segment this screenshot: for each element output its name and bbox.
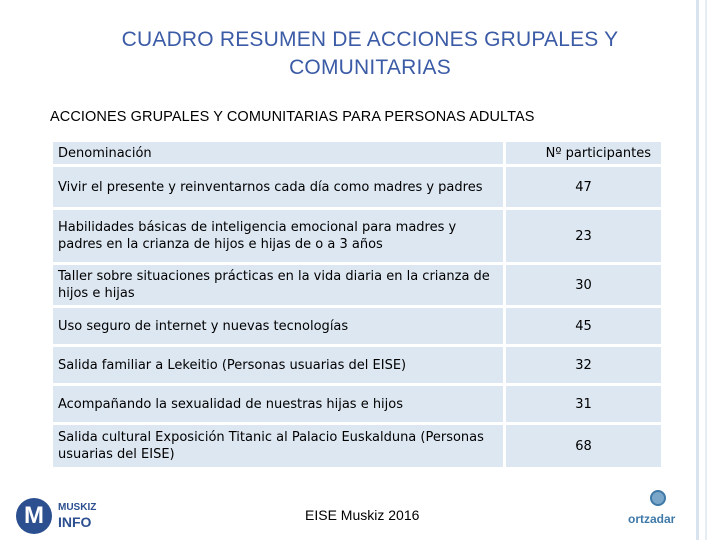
row-name: Habilidades básicas de inteligencia emoc… (53, 210, 503, 262)
row-count: 23 (506, 210, 661, 262)
row-count: 32 (506, 347, 661, 383)
row-count: 47 (506, 167, 661, 207)
table-row: Salida cultural Exposición Titanic al Pa… (53, 425, 661, 467)
table-row: Acompañando la sexualidad de nuestras hi… (53, 386, 661, 422)
table-row: Salida familiar a Lekeitio (Personas usu… (53, 347, 661, 383)
row-name: Uso seguro de internet y nuevas tecnolog… (53, 308, 503, 344)
ortzadar-logo: ortzadar (628, 490, 690, 536)
ortzadar-word: ortzadar (628, 512, 676, 526)
table-row: Uso seguro de internet y nuevas tecnolog… (53, 308, 661, 344)
logo-line1: MUSKIZ (58, 502, 97, 513)
footer-text: EISE Muskiz 2016 (305, 507, 420, 523)
row-count: 31 (506, 386, 661, 422)
globe-icon (650, 490, 666, 506)
row-name: Acompañando la sexualidad de nuestras hi… (53, 386, 503, 422)
section-subtitle: ACCIONES GRUPALES Y COMUNITARIAS PARA PE… (50, 109, 535, 125)
summary-table: Denominación Nº participantes Vivir el p… (50, 139, 664, 470)
table-row: Vivir el presente y reinventarnos cada d… (53, 167, 661, 207)
row-count: 45 (506, 308, 661, 344)
muskiz-info-logo: M MUSKIZ INFO (16, 496, 126, 536)
logo-letter: M (24, 502, 44, 529)
table-row: Habilidades básicas de inteligencia emoc… (53, 210, 661, 262)
header-participantes: Nº participantes (506, 142, 661, 164)
row-count: 30 (506, 265, 661, 305)
row-name: Vivir el presente y reinventarnos cada d… (53, 167, 503, 207)
right-edge-bar (696, 0, 720, 540)
row-name: Salida cultural Exposición Titanic al Pa… (53, 425, 503, 467)
row-name: Salida familiar a Lekeitio (Personas usu… (53, 347, 503, 383)
page-title: CUADRO RESUMEN DE ACCIONES GRUPALES Y CO… (121, 28, 619, 79)
table-row: Taller sobre situaciones prácticas en la… (53, 265, 661, 305)
table-header-row: Denominación Nº participantes (53, 142, 661, 164)
logo-circle-icon (16, 498, 52, 534)
row-name: Taller sobre situaciones prácticas en la… (53, 265, 503, 305)
header-denominacion: Denominación (53, 142, 503, 164)
row-count: 68 (506, 425, 661, 467)
logo-line2: INFO (58, 514, 92, 530)
